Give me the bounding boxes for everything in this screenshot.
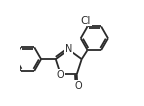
Text: Cl: Cl xyxy=(81,16,91,26)
Text: N: N xyxy=(65,44,72,54)
Text: O: O xyxy=(56,70,64,80)
Text: O: O xyxy=(74,81,82,91)
